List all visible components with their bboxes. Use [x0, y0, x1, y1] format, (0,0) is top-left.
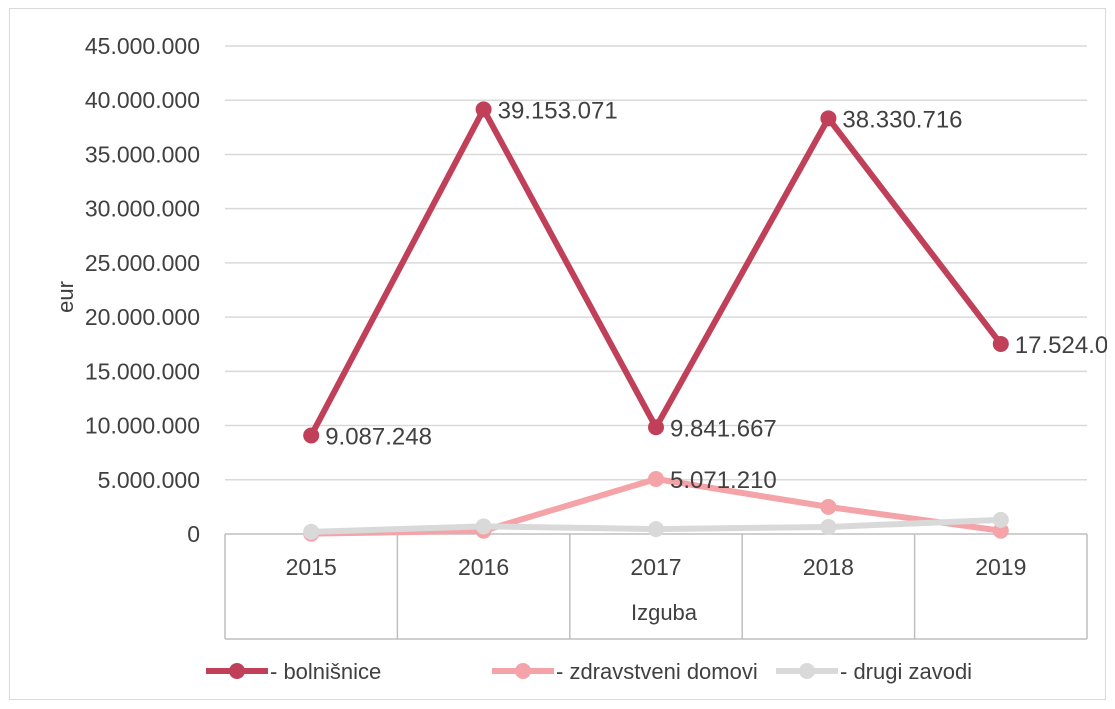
legend-label: - zdravstveni domovi — [556, 659, 758, 684]
data-point — [303, 427, 320, 444]
y-tick-label: 35.000.000 — [85, 141, 200, 167]
gridlines — [225, 45, 1087, 481]
chart-frame: 0 5.000.000 10.000.000 15.000.000 20.000.000… — [9, 8, 1107, 700]
y-tick-label: 20.000.000 — [85, 304, 200, 330]
y-tick-label: 10.000.000 — [85, 413, 200, 439]
x-tick-label: 2017 — [630, 554, 681, 580]
y-tick-label: 40.000.000 — [85, 87, 200, 113]
data-label: 17.524.002 — [1015, 332, 1107, 359]
data-point — [648, 419, 664, 436]
x-axis: 2015 2016 2017 2018 2019 — [224, 533, 1088, 640]
legend-label: - drugi zavodi — [840, 659, 972, 684]
legend-label: - bolnišnice — [270, 659, 381, 684]
legend-swatch-marker — [229, 663, 245, 679]
data-point — [475, 518, 492, 535]
legend-swatch-marker — [799, 663, 815, 679]
y-tick-label: 0 — [187, 521, 200, 547]
y-axis-title: eur — [53, 281, 78, 313]
data-point — [648, 471, 664, 488]
x-tick-label: 2019 — [975, 554, 1026, 580]
y-axis-ticks: 0 5.000.000 10.000.000 15.000.000 20.000.000… — [85, 33, 200, 547]
data-point — [992, 335, 1009, 352]
data-point — [648, 521, 664, 538]
data-label: 39.153.071 — [498, 97, 618, 124]
x-tick-label: 2015 — [286, 554, 337, 580]
x-axis-group-label: Izguba — [631, 600, 698, 625]
data-point — [820, 498, 837, 515]
data-label: 9.841.667 — [670, 415, 777, 442]
x-tick-label: 2018 — [803, 554, 854, 580]
y-tick-label: 30.000.000 — [85, 196, 200, 222]
y-tick-label: 15.000.000 — [85, 358, 200, 384]
legend-swatch-marker — [515, 663, 531, 679]
data-label: 9.087.248 — [325, 423, 432, 450]
data-point — [820, 518, 837, 535]
data-point — [303, 523, 320, 540]
legend: - bolnišnice - zdravstveni domovi - drugi … — [206, 659, 972, 684]
data-point — [475, 101, 492, 118]
series-lines — [303, 101, 1009, 542]
data-labels: 9.087.248 39.153.071 9.841.667 38.330.716 17… — [325, 97, 1107, 494]
series-line — [308, 106, 1004, 439]
data-label: 38.330.716 — [842, 106, 962, 133]
data-point — [992, 511, 1009, 528]
y-tick-label: 45.000.000 — [85, 33, 200, 59]
x-tick-label: 2016 — [458, 554, 509, 580]
y-tick-label: 5.000.000 — [98, 467, 200, 493]
line-chart: 0 5.000.000 10.000.000 15.000.000 20.000.000… — [53, 33, 1107, 684]
data-point — [820, 110, 837, 127]
y-tick-label: 25.000.000 — [85, 250, 200, 276]
data-label: 5.071.210 — [670, 467, 777, 494]
